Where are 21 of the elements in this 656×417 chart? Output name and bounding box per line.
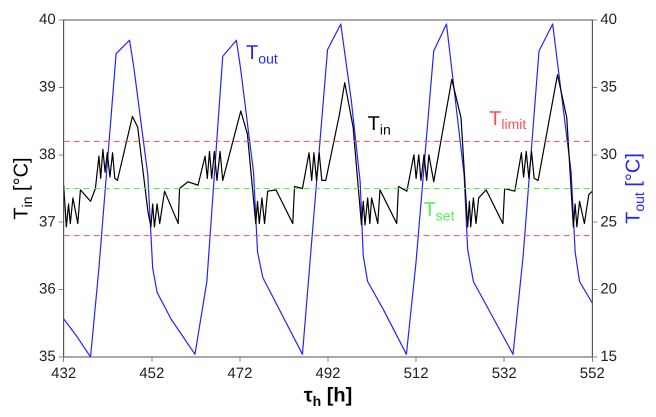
y-tick-label: 35: [38, 348, 56, 366]
y2-tick-label: 25: [600, 213, 618, 230]
y-axis-title: Tin [°C]: [10, 157, 35, 220]
x-tick-label: 472: [227, 365, 252, 382]
x-tick-label: 552: [580, 365, 605, 382]
y-tick-label: 40: [38, 11, 56, 28]
x-tick-label: 512: [404, 365, 429, 382]
y-tick-label: 37: [38, 213, 56, 230]
y2-tick-label: 30: [600, 146, 618, 163]
x-tick-label: 532: [492, 365, 517, 382]
y2-tick-label: 40: [600, 11, 618, 28]
x-tick-label: 452: [139, 365, 164, 382]
y-tick-label: 36: [38, 280, 56, 298]
y2-tick-label: 35: [600, 78, 618, 96]
x-tick-label: 432: [51, 365, 76, 382]
x-tick-label: 492: [315, 365, 341, 382]
y2-tick-label: 20: [600, 280, 618, 298]
y2-axis-title: Tout [°C]: [622, 153, 647, 224]
y-tick-label: 38: [38, 146, 56, 163]
y-tick-label: 39: [38, 78, 56, 96]
y2-tick-label: 15: [600, 348, 618, 366]
